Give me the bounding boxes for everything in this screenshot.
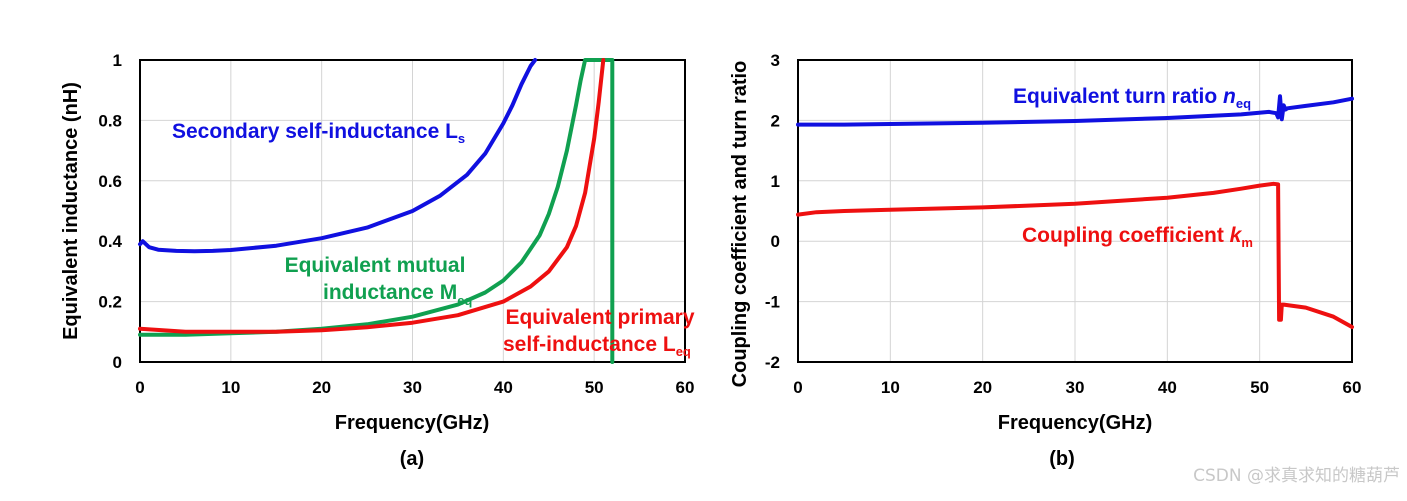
chart-a: 0 10 20 30 40 50 60 0 0.2 0.4 0.6 0.8 1 Frequency(GH… [60,51,695,470]
chart-a-annotation-mutual-line2: inductance Meq [323,281,472,308]
chart-b-y-tick-label: 3 [771,51,780,70]
chart-a-series [138,58,615,364]
chart-a-caption: (a) [400,448,424,470]
chart-a-y-tick-label: 0 [113,353,122,372]
chart-b-y-tick-label: 0 [771,232,780,251]
chart-b-y-tick-label: 1 [771,172,780,191]
watermark: CSDN @求真求知的糖葫芦 [1193,466,1400,486]
chart-b-caption: (b) [1049,448,1075,470]
chart-a-series-line-2 [138,58,606,334]
chart-b-x-tick-label: 0 [793,378,802,397]
chart-a-x-tick-label: 60 [676,378,695,397]
chart-b-tick-labels: 0 10 20 30 40 50 60 -2 -1 0 1 2 3 [765,51,1362,397]
chart-a-y-axis-label: Equivalent inductance (nH) [60,82,82,340]
chart-b-annotation-turn-ratio: Equivalent turn ratio neq [1013,85,1251,111]
chart-b-y-tick-label: -1 [765,293,780,312]
chart-a-plot-border [139,59,686,363]
chart-a-annotation-secondary: Secondary self-inductance Ls [172,120,465,146]
chart-b-y-axis-label: Coupling coefficient and turn ratio [729,61,751,388]
chart-b-x-tick-label: 60 [1343,378,1362,397]
chart-a-x-tick-label: 10 [221,378,240,397]
chart-b: 0 10 20 30 40 50 60 -2 -1 0 1 2 3 Frequency(GHz) Cou… [729,51,1361,470]
chart-a-x-tick-label: 20 [312,378,331,397]
chart-b-series [796,94,1354,329]
chart-a-tick-labels: 0 10 20 30 40 50 60 0 0.2 0.4 0.6 0.8 1 [98,51,694,397]
chart-b-y-tick-label: -2 [765,353,780,372]
chart-a-x-tick-label: 0 [135,378,144,397]
chart-a-y-tick-label: 0.6 [98,172,122,191]
chart-a-x-tick-label: 50 [585,378,604,397]
chart-a-y-tick-label: 0.2 [98,293,122,312]
chart-b-annotation-coupling: Coupling coefficient km [1022,224,1253,250]
chart-b-x-tick-label: 40 [1158,378,1177,397]
chart-a-annotation-primary-line1: Equivalent primary [505,306,694,329]
chart-a-series-line-0 [138,58,538,254]
chart-a-x-tick-label: 30 [403,378,422,397]
chart-b-series-line-1 [796,181,1354,329]
chart-b-plot-border [797,59,1353,363]
chart-a-x-tick-label: 40 [494,378,513,397]
chart-a-x-axis-label: Frequency(GHz) [335,412,489,434]
chart-a-annotation-mutual-line1: Equivalent mutual [285,254,466,277]
chart-a-y-tick-label: 0.4 [98,232,122,251]
chart-b-x-tick-label: 50 [1250,378,1269,397]
chart-b-y-tick-label: 2 [771,111,780,130]
chart-b-x-tick-label: 30 [1066,378,1085,397]
chart-b-series-line-0 [796,94,1354,127]
chart-a-y-tick-label: 0.8 [98,111,122,130]
chart-b-x-tick-label: 20 [973,378,992,397]
chart-b-x-axis-label: Frequency(GHz) [998,412,1152,434]
chart-b-x-tick-label: 10 [881,378,900,397]
chart-a-y-tick-label: 1 [113,51,122,70]
chart-a-annotation-primary-line2: self-inductance Leq [503,333,691,359]
